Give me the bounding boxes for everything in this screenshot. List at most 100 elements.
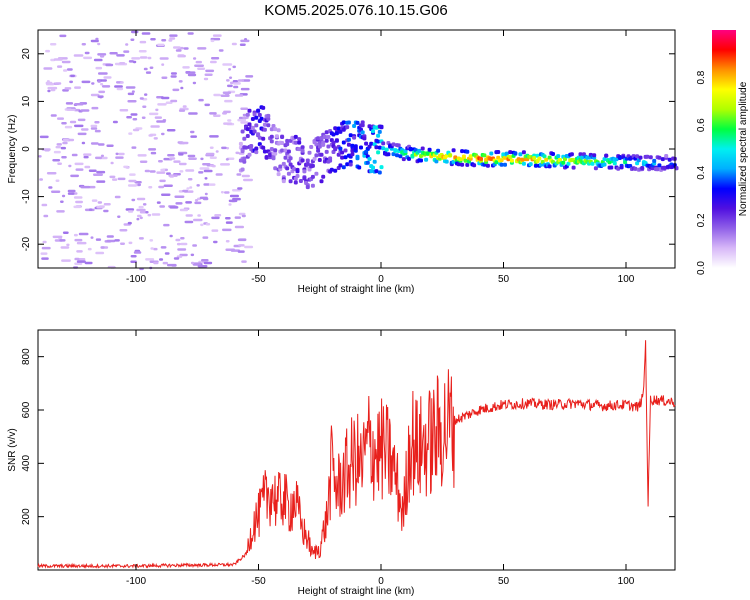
- spectrogram-cell: [398, 154, 403, 159]
- spectrogram-cell: [194, 64, 204, 67]
- spectrogram-cell: [173, 160, 181, 163]
- spectrogram-cell: [41, 246, 51, 250]
- spectrogram-cell: [183, 47, 189, 50]
- spectrogram-cell: [316, 148, 321, 153]
- spectrogram-cell: [317, 158, 322, 162]
- spectrogram-cell: [187, 32, 194, 35]
- spectrogram-x-ticks: -100 -50 0 50 100: [126, 30, 635, 285]
- spectrogram-cell: [148, 134, 154, 137]
- spectrogram-cell: [222, 228, 232, 232]
- spectrogram-cell: [254, 115, 259, 120]
- spectrogram-cell: [119, 229, 128, 232]
- spectrogram-cell: [521, 150, 526, 155]
- colorbar-ticks: 0.0 0.2 0.4 0.6 0.8: [696, 70, 707, 275]
- spectrogram-cell: [60, 146, 66, 150]
- spectrogram-cell: [164, 252, 170, 255]
- spectrogram-cell: [131, 146, 137, 149]
- x-tick-label: 0: [378, 576, 384, 587]
- y-tick-label: 20: [21, 48, 32, 60]
- spectrogram-cell: [178, 109, 186, 112]
- spectrogram-cell: [285, 138, 290, 143]
- spectrogram-cell: [305, 162, 310, 166]
- spectrogram-cell: [293, 180, 298, 185]
- spectrogram-cell: [237, 187, 243, 190]
- spectrogram-cell: [321, 174, 326, 179]
- spectrogram-cell: [326, 135, 331, 139]
- spectrogram-cell: [345, 162, 350, 167]
- spectrogram-cell: [74, 86, 81, 89]
- spectrogram-cell: [138, 205, 144, 209]
- spectrogram-cell: [94, 121, 100, 124]
- spectrogram-cell: [97, 42, 101, 46]
- spectrogram-cell: [259, 116, 264, 121]
- spectrogram-cell: [56, 210, 65, 213]
- spectrogram-cell: [297, 140, 302, 145]
- spectrogram-cell: [456, 162, 461, 167]
- spectrogram-cell: [158, 160, 163, 163]
- x-tick-label: 50: [498, 576, 510, 587]
- spectrogram-cell: [83, 153, 92, 156]
- spectrogram-cell: [228, 68, 232, 71]
- spectrogram-cell: [240, 167, 245, 172]
- spectrogram-cell: [139, 40, 147, 44]
- spectrogram-cell: [256, 108, 261, 113]
- spectrogram-cell: [199, 196, 208, 200]
- spectrogram-cell: [235, 151, 240, 155]
- spectrogram-cell: [496, 150, 501, 154]
- spectrogram-cell: [100, 154, 104, 158]
- spectrogram-cell: [224, 191, 230, 194]
- spectrogram-cell: [542, 154, 547, 159]
- spectrogram-cell: [213, 93, 221, 97]
- spectrogram-cell: [257, 113, 262, 117]
- spectrogram-cell: [283, 148, 288, 153]
- spectrogram-cell: [78, 232, 89, 236]
- spectrogram-cell: [377, 170, 382, 175]
- spectrogram-cell: [346, 120, 351, 125]
- spectrogram-cell: [128, 132, 133, 135]
- spectrogram-cell: [261, 105, 266, 110]
- spectrogram-cell: [234, 94, 244, 97]
- spectrogram-cell: [94, 129, 101, 133]
- spectrogram-cell: [188, 157, 197, 160]
- spectrogram-cell: [61, 122, 67, 125]
- spectrogram-cell: [161, 96, 170, 100]
- snr-frame: [37, 329, 676, 571]
- spectrogram-cell: [61, 194, 66, 198]
- spectrogram-cell: [55, 145, 61, 149]
- spectrogram-cell: [556, 154, 561, 159]
- spectrogram-cell: [126, 116, 132, 119]
- x-tick-label: -100: [126, 576, 146, 587]
- spectrogram-cell: [150, 151, 157, 155]
- spectrogram-cell: [117, 215, 121, 218]
- spectrogram-cell: [264, 155, 269, 160]
- spectrogram-cell: [213, 114, 221, 117]
- spectrogram-cell: [288, 156, 293, 161]
- spectrogram-cell: [262, 127, 267, 132]
- spectrogram-cell: [460, 149, 465, 154]
- spectrogram-cell: [137, 214, 142, 218]
- spectrogram-cell: [262, 149, 267, 154]
- spectrogram-cell: [198, 98, 204, 102]
- spectrogram-cell: [112, 178, 118, 181]
- spectrogram-cell: [232, 80, 238, 83]
- x-tick-label: -50: [251, 274, 266, 285]
- spectrogram-cell: [280, 148, 285, 153]
- spectrogram-cell: [593, 166, 598, 171]
- spectrogram-cell: [580, 155, 585, 160]
- spectrogram-cell: [513, 151, 518, 156]
- spectrogram-cell: [178, 80, 183, 83]
- spectrogram-cell: [266, 123, 271, 128]
- spectrogram-cell: [172, 88, 180, 92]
- spectrogram-cell: [142, 105, 147, 108]
- spectrogram-cell: [381, 146, 386, 151]
- spectrogram-cell: [199, 167, 210, 170]
- spectrogram-cell: [200, 223, 204, 227]
- spectrogram-cell: [238, 141, 243, 146]
- y-tick-label: 600: [21, 401, 32, 418]
- spectrogram-cell: [169, 175, 174, 178]
- spectrogram-cell: [160, 168, 166, 172]
- spectrogram-cell: [158, 185, 165, 189]
- spectrogram-cell: [88, 169, 97, 172]
- spectrogram-cell: [74, 162, 84, 166]
